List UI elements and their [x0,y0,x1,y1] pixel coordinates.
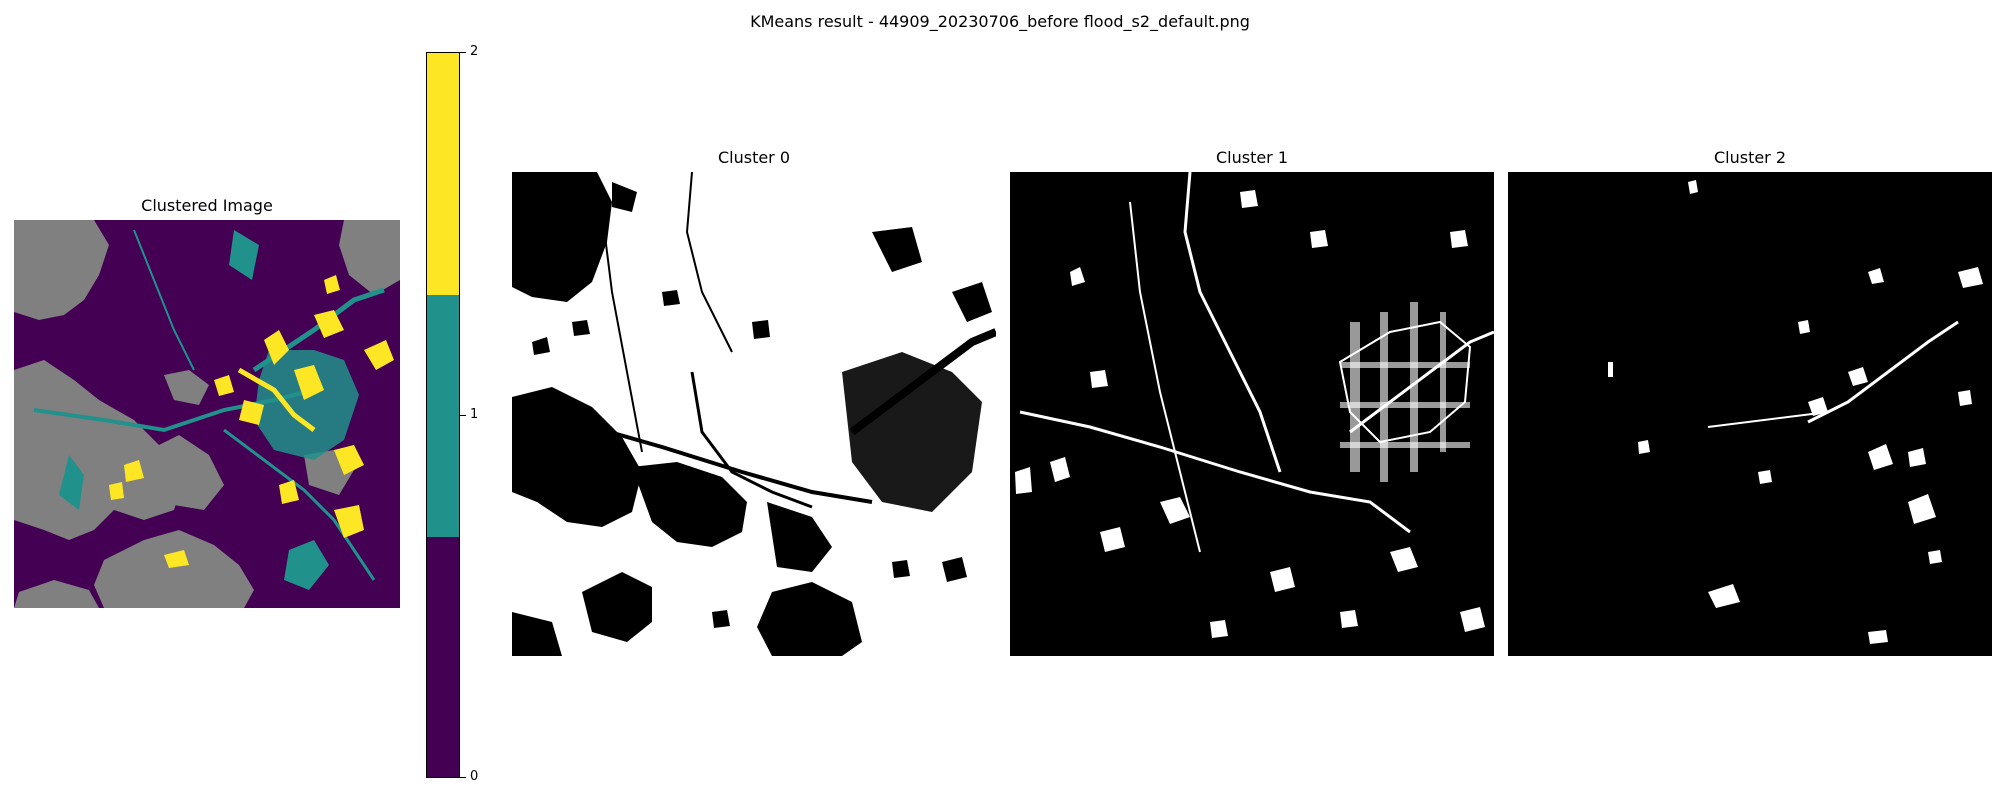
colorbar-segment-0 [427,537,459,777]
colorbar-label-0: 0 [470,769,479,784]
colorbar-label-2: 2 [470,44,479,59]
colorbar-segment-1 [427,295,459,537]
colorbar [426,52,460,778]
clustered-image-title: Clustered Image [141,196,273,215]
cluster-1-title: Cluster 1 [1215,148,1289,167]
colorbar-tick-1 [460,415,466,416]
cluster-1-mask [1010,172,1494,656]
figure-title: KMeans result - 44909_20230706_before fl… [750,12,1250,31]
colorbar-label-1: 1 [470,407,479,422]
colorbar-tick-2 [460,52,466,53]
colorbar-tick-0 [460,777,466,778]
cluster-0-mask [512,172,996,656]
cluster-0-title: Cluster 0 [717,148,791,167]
cluster-2-title: Cluster 2 [1713,148,1787,167]
cluster-2-mask [1508,172,1992,656]
clustered-image [14,220,400,608]
colorbar-segment-2 [427,53,459,295]
